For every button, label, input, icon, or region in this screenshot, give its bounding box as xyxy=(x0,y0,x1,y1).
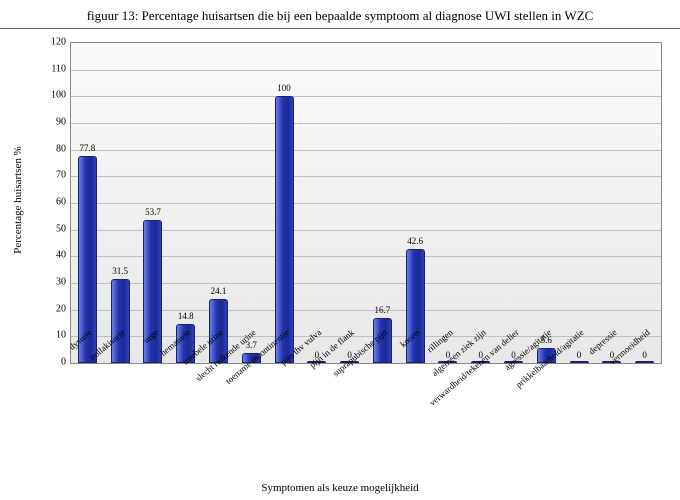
y-tick-label: 60 xyxy=(36,197,66,208)
chart-title: figuur 13: Percentage huisartsen die bij… xyxy=(0,0,680,28)
bar-value-label: 53.7 xyxy=(145,207,161,217)
y-tick-label: 70 xyxy=(36,170,66,181)
title-divider xyxy=(0,28,680,29)
bar xyxy=(570,361,589,363)
chart-container: figuur 13: Percentage huisartsen die bij… xyxy=(0,0,680,500)
y-tick-label: 40 xyxy=(36,250,66,261)
bar-value-label: 0 xyxy=(577,350,582,360)
y-tick-label: 20 xyxy=(36,303,66,314)
grid-line xyxy=(71,70,661,71)
grid-line xyxy=(71,150,661,151)
y-tick-label: 90 xyxy=(36,117,66,128)
y-tick-label: 100 xyxy=(36,90,66,101)
y-tick-label: 10 xyxy=(36,330,66,341)
bar xyxy=(275,96,294,363)
y-tick-label: 120 xyxy=(36,37,66,48)
bar-value-label: 24.1 xyxy=(211,286,227,296)
y-axis-label: Percentage huisartsen % xyxy=(12,146,24,254)
bar-value-label: 16.7 xyxy=(375,305,391,315)
bar xyxy=(111,279,130,363)
x-axis-label: Symptomen als keuze mogelijkheid xyxy=(0,482,680,494)
bar-value-label: 0 xyxy=(642,350,647,360)
y-tick-label: 110 xyxy=(36,63,66,74)
grid-line xyxy=(71,123,661,124)
y-tick-label: 50 xyxy=(36,223,66,234)
grid-line xyxy=(71,96,661,97)
bar-value-label: 100 xyxy=(277,83,291,93)
plot-area: 77.831.553.714.824.13.71000016.742.60005… xyxy=(70,42,662,364)
bar-value-label: 77.8 xyxy=(80,143,96,153)
grid-line xyxy=(71,203,661,204)
y-tick-label: 0 xyxy=(36,357,66,368)
bar xyxy=(406,249,425,363)
y-tick-label: 30 xyxy=(36,277,66,288)
bar-value-label: 31.5 xyxy=(112,266,128,276)
grid-line xyxy=(71,176,661,177)
y-tick-label: 80 xyxy=(36,143,66,154)
bar-value-label: 42.6 xyxy=(407,236,423,246)
bar xyxy=(635,361,654,363)
bar-value-label: 14.8 xyxy=(178,311,194,321)
